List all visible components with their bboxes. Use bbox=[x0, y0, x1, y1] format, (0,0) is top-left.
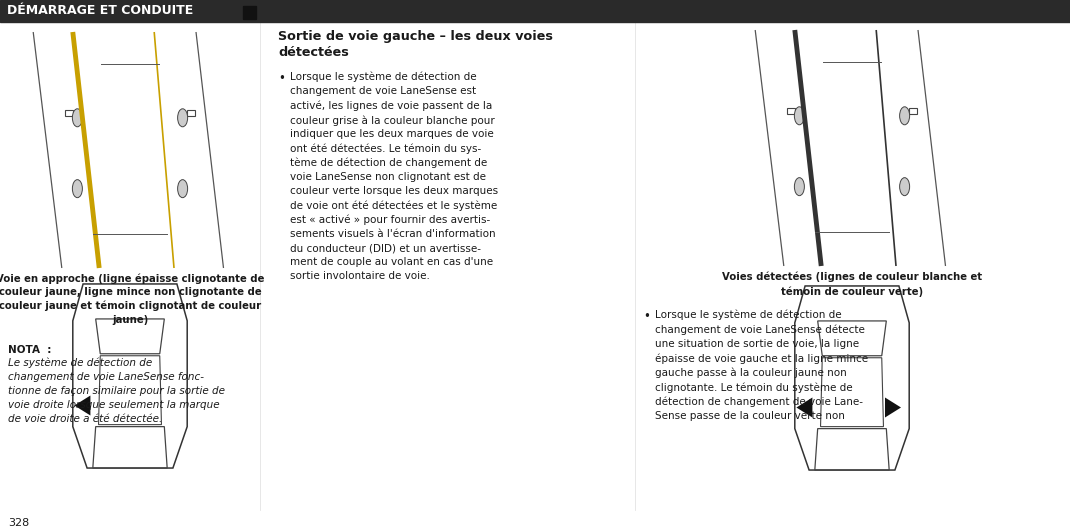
Ellipse shape bbox=[794, 107, 805, 125]
Ellipse shape bbox=[178, 180, 187, 198]
Text: NOTA  :: NOTA : bbox=[7, 345, 51, 355]
Polygon shape bbox=[796, 398, 812, 418]
Bar bbox=[187, 110, 195, 116]
Ellipse shape bbox=[794, 178, 805, 196]
Text: Le système de détection de
changement de voie LaneSense fonc-
tionne de façon si: Le système de détection de changement de… bbox=[7, 358, 225, 424]
Text: Voies détectées (lignes de couleur blanche et
témoin de couleur verte): Voies détectées (lignes de couleur blanc… bbox=[722, 272, 982, 297]
Text: •: • bbox=[278, 72, 285, 85]
Polygon shape bbox=[795, 286, 910, 470]
Bar bbox=[243, 6, 256, 19]
Text: Lorsque le système de détection de
changement de voie LaneSense détecte
une situ: Lorsque le système de détection de chang… bbox=[655, 310, 868, 421]
Ellipse shape bbox=[900, 178, 910, 196]
Ellipse shape bbox=[73, 109, 82, 127]
Text: Sortie de voie gauche – les deux voies
détectées: Sortie de voie gauche – les deux voies d… bbox=[278, 30, 553, 58]
Polygon shape bbox=[885, 398, 901, 418]
Polygon shape bbox=[75, 396, 90, 416]
Text: Voie en approche (ligne épaisse clignotante de
couleur jaune, ligne mince non cl: Voie en approche (ligne épaisse clignota… bbox=[0, 273, 264, 325]
Ellipse shape bbox=[178, 109, 187, 127]
Ellipse shape bbox=[900, 107, 910, 125]
Bar bbox=[786, 108, 795, 114]
Text: Lorsque le système de détection de
changement de voie LaneSense est
activé, les : Lorsque le système de détection de chang… bbox=[290, 72, 499, 281]
Text: DÉMARRAGE ET CONDUITE: DÉMARRAGE ET CONDUITE bbox=[7, 5, 194, 17]
Bar bbox=[0, 0, 1070, 22]
Bar bbox=[910, 108, 917, 114]
Text: •: • bbox=[643, 310, 649, 323]
Polygon shape bbox=[73, 284, 187, 468]
Bar bbox=[65, 110, 73, 116]
Text: 328: 328 bbox=[7, 518, 29, 526]
Ellipse shape bbox=[73, 180, 82, 198]
